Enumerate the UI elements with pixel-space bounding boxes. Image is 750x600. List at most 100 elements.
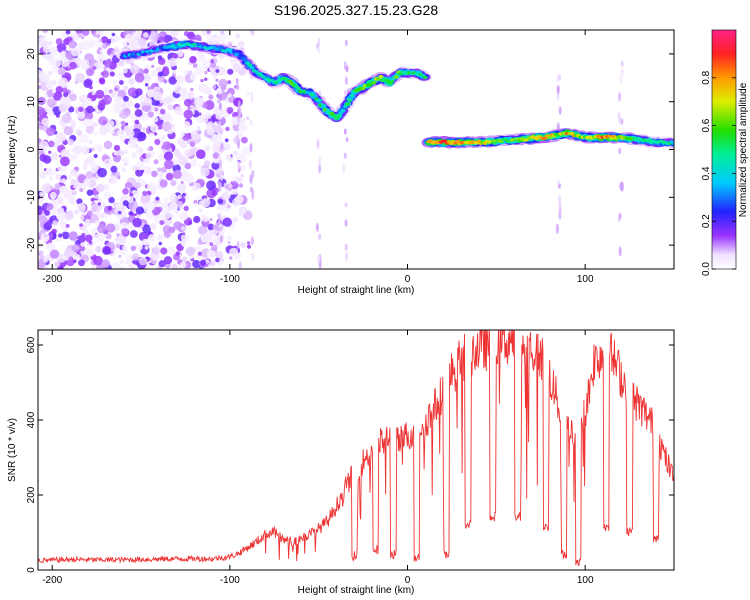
noise-streak [236, 83, 240, 91]
spectrogram-xlabel: Height of straight line (km) [298, 285, 415, 296]
noise-speckle [76, 130, 83, 137]
noise-speckle [168, 57, 178, 67]
noise-streak [235, 77, 239, 85]
noise-speckle [224, 138, 229, 143]
noise-speckle [160, 247, 168, 255]
noise-speckle [114, 96, 124, 106]
noise-speckle [47, 70, 53, 76]
noise-speckle [129, 40, 137, 49]
noise-speckle [38, 198, 43, 205]
noise-speckle [212, 152, 220, 159]
noise-speckle [206, 30, 211, 35]
noise-speckle [181, 93, 188, 100]
noise-speckle [211, 161, 220, 170]
noise-streak [345, 251, 349, 262]
noise-speckle [211, 244, 218, 252]
y-tick-label: -10 [26, 190, 37, 205]
noise-streak [217, 213, 221, 224]
noise-speckle [163, 151, 174, 161]
noise-speckle [118, 254, 122, 258]
noise-speckle [38, 205, 42, 210]
noise-speckle [167, 104, 174, 111]
noise-speckle [93, 131, 98, 136]
noise-speckle [152, 187, 158, 193]
noise-speckle [38, 161, 44, 171]
noise-speckle [223, 183, 227, 187]
noise-speckle [238, 41, 245, 48]
noise-speckle [197, 130, 202, 135]
noise-speckle [125, 259, 132, 266]
noise-streak [237, 114, 241, 125]
noise-streak [250, 236, 254, 246]
noise-speckle [237, 177, 243, 183]
noise-speckle [41, 37, 46, 43]
ridge-cell [371, 80, 377, 85]
noise-speckle [121, 228, 128, 235]
noise-speckle [38, 96, 46, 106]
noise-speckle [159, 108, 166, 115]
noise-speckle [160, 257, 164, 261]
noise-speckle [147, 147, 152, 152]
noise-speckle [56, 43, 67, 53]
noise-speckle [124, 122, 129, 126]
noise-speckle [38, 69, 42, 76]
y-tick-label: 10 [26, 96, 37, 108]
noise-speckle [225, 126, 230, 132]
noise-speckle [127, 87, 138, 97]
noise-speckle [240, 242, 246, 248]
noise-speckle [48, 61, 52, 65]
noise-speckle [141, 238, 149, 246]
noise-speckle [84, 234, 93, 243]
noise-speckle [50, 151, 59, 161]
noise-speckle [62, 87, 68, 93]
noise-speckle [38, 138, 42, 144]
noise-speckle [69, 89, 75, 94]
noise-speckle [109, 130, 114, 135]
x-tick-label: -200 [42, 274, 62, 285]
noise-speckle [38, 215, 48, 224]
noise-streak [219, 235, 223, 244]
noise-speckle [85, 171, 94, 179]
noise-speckle [120, 265, 126, 269]
noise-speckle [232, 63, 242, 72]
y-tick-label: 400 [26, 411, 37, 428]
noise-speckle [224, 188, 229, 193]
noise-streak [342, 163, 346, 174]
ridge-cell [340, 109, 346, 113]
noise-speckle [96, 34, 101, 39]
noise-streak [344, 76, 348, 86]
noise-speckle [157, 55, 163, 60]
ridge-cell [378, 75, 384, 79]
noise-speckle [157, 167, 162, 172]
noise-speckle [48, 150, 52, 154]
noise-speckle [39, 73, 50, 83]
noise-speckle [82, 118, 93, 129]
noise-speckle [68, 40, 77, 49]
noise-speckle [120, 120, 126, 126]
noise-speckle [143, 97, 153, 106]
noise-speckle [117, 166, 122, 170]
noise-streak [556, 92, 560, 101]
noise-speckle [108, 89, 113, 94]
noise-speckle [180, 226, 186, 231]
noise-speckle [45, 80, 54, 89]
ridge-cell [385, 79, 390, 83]
noise-speckle [187, 91, 194, 98]
noise-speckle [57, 195, 63, 202]
noise-speckle [58, 233, 63, 238]
noise-speckle [90, 206, 98, 213]
noise-streak [249, 142, 253, 153]
noise-speckle [140, 101, 146, 107]
noise-speckle [150, 123, 155, 128]
colorbar-tick-label: 0.4 [701, 166, 712, 180]
noise-speckle [122, 85, 129, 91]
noise-speckle [114, 87, 119, 92]
noise-streak [558, 211, 562, 220]
noise-speckle [77, 32, 83, 38]
noise-speckle [68, 231, 78, 241]
noise-streak [219, 159, 222, 169]
ridge-cell [243, 58, 248, 62]
noise-speckle [58, 104, 67, 113]
noise-speckle [55, 86, 64, 94]
